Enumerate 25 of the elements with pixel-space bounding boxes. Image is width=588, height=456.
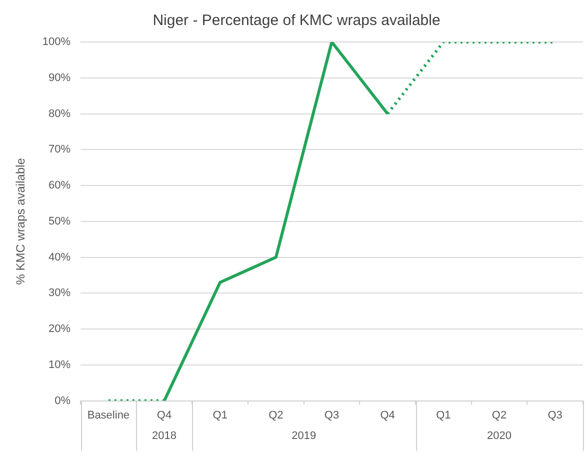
x-tick-label: Q4 (380, 409, 395, 422)
y-tick-label: 80% (48, 108, 71, 120)
y-tick-label: 90% (48, 72, 71, 84)
y-tick-label: 70% (48, 144, 71, 156)
y-tick-label: 10% (48, 358, 71, 371)
x-tick-label: Q1 (212, 409, 228, 422)
y-tick-label: 30% (48, 287, 71, 300)
y-tick-label: 50% (48, 215, 71, 228)
y-tick-label: 0% (54, 394, 71, 407)
x-tick-label: Baseline (87, 409, 130, 422)
x-tick-label: Q4 (156, 409, 172, 422)
x-tick-label: Q2 (268, 409, 284, 422)
text: 2018 (152, 430, 177, 442)
x-tick-label: Q2 (492, 409, 507, 422)
text: 2020 (487, 430, 512, 442)
x-tick-label: Q3 (548, 409, 562, 422)
chart-title: Niger - Percentage of KMC wraps available (152, 12, 440, 30)
x-tick-label: Q1 (436, 409, 451, 422)
y-tick-label: 60% (48, 180, 71, 192)
x-tick-label: Q3 (324, 409, 340, 422)
y-tick-label: 40% (48, 251, 71, 264)
text: 2019 (292, 430, 316, 442)
y-axis-title: % KMC wraps available (14, 158, 28, 285)
y-tick-label: 100% (42, 36, 71, 48)
y-tick-label: 20% (48, 323, 71, 336)
